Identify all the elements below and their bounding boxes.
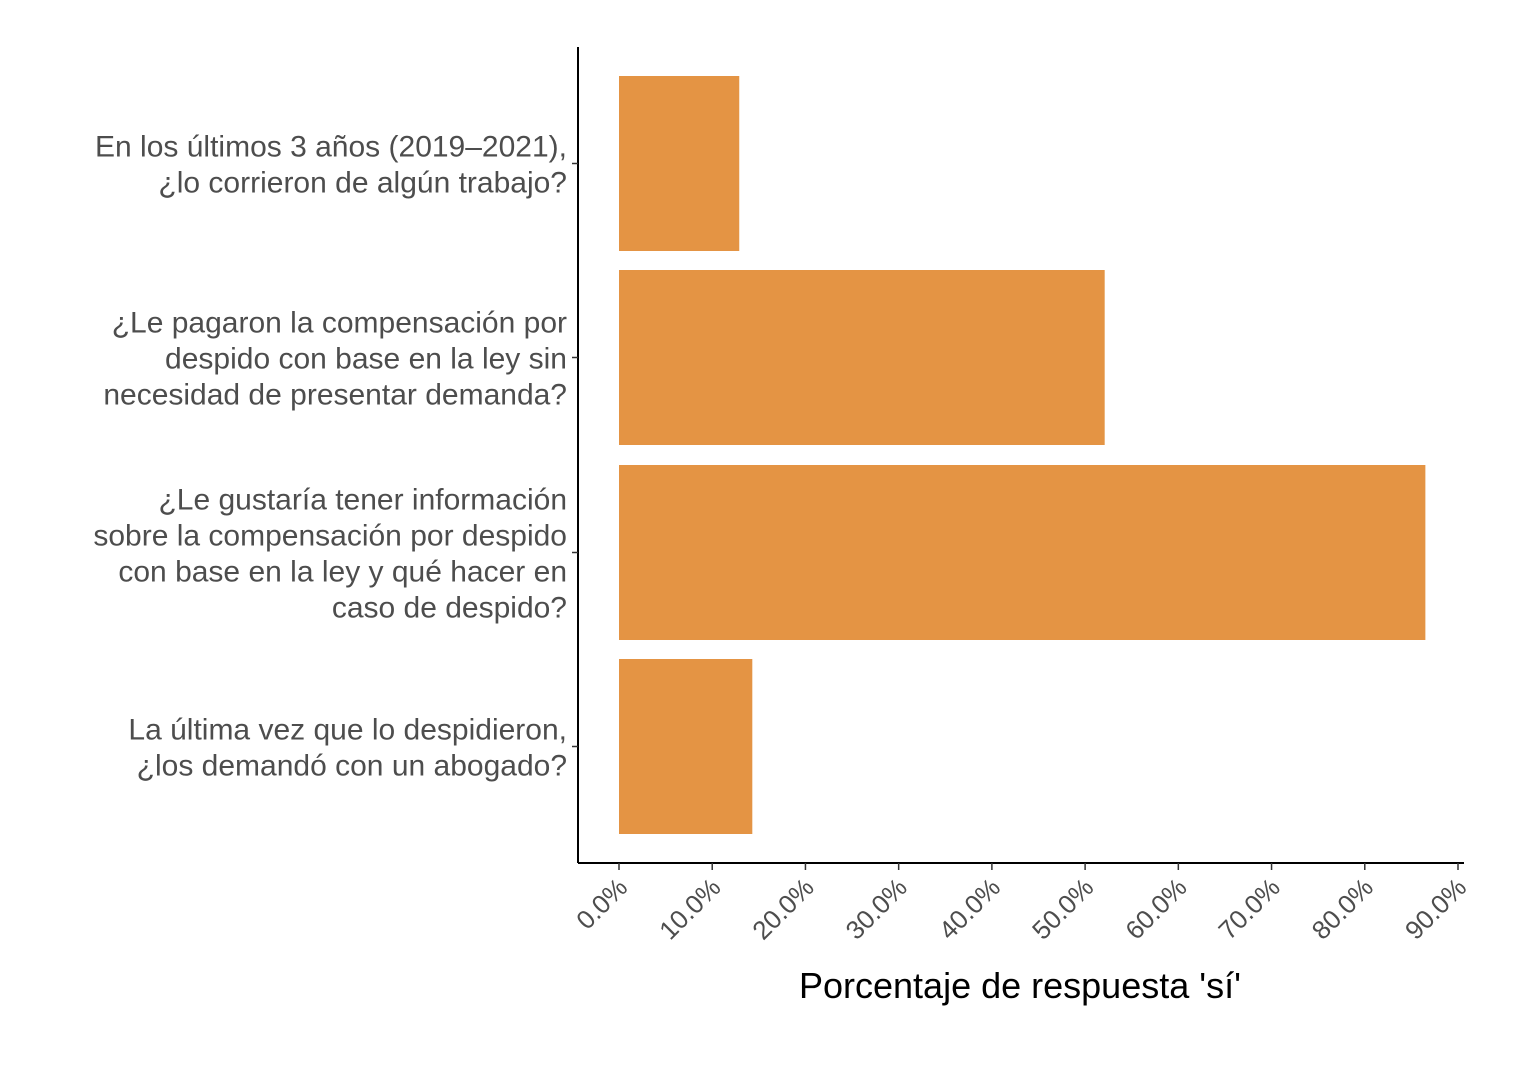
category-label-1: En los últimos 3 años (2019–2021), ¿lo co… bbox=[95, 131, 567, 200]
x-tick-label-8: 80.0% bbox=[1306, 872, 1379, 945]
x-tick-label-0: 0.0% bbox=[570, 872, 633, 935]
category-label-line: caso de despido? bbox=[332, 592, 567, 625]
category-label-line: ¿lo corrieron de algún trabajo? bbox=[158, 167, 567, 200]
bar-1 bbox=[619, 76, 740, 251]
x-tick-label-1: 10.0% bbox=[653, 872, 726, 945]
x-tick-label-3: 30.0% bbox=[840, 872, 913, 945]
category-label-3: ¿Le gustaría tener información sobre la c… bbox=[93, 484, 567, 625]
bar-3 bbox=[619, 465, 1426, 640]
category-label-line: ¿Le pagaron la compensación por bbox=[112, 307, 567, 340]
category-label-4: La última vez que lo despidieron, ¿los de… bbox=[128, 714, 567, 783]
category-label-line: sobre la compensación por despido bbox=[93, 520, 567, 553]
x-axis: 0.0% 10.0% 20.0% 30.0% 40.0% 50.0% 60.0% 70.0% 8… bbox=[570, 862, 1472, 945]
x-tick-label-6: 60.0% bbox=[1119, 872, 1192, 945]
x-tick-label-4: 40.0% bbox=[933, 872, 1006, 945]
category-label-2: ¿Le pagaron la compensación por despido c… bbox=[103, 307, 567, 412]
bars-group bbox=[619, 76, 1426, 834]
x-tick-label-9: 90.0% bbox=[1399, 872, 1472, 945]
category-label-line: necesidad de presentar demanda? bbox=[103, 379, 567, 412]
x-tick-label-7: 70.0% bbox=[1212, 872, 1285, 945]
category-label-line: La última vez que lo despidieron, bbox=[128, 714, 567, 747]
category-label-line: con base en la ley y qué hacer en bbox=[118, 556, 567, 589]
category-label-line: ¿los demandó con un abogado? bbox=[137, 750, 567, 783]
x-axis-title: Porcentaje de respuesta 'sí' bbox=[799, 965, 1241, 1006]
category-label-line: En los últimos 3 años (2019–2021), bbox=[95, 131, 567, 164]
bar-2 bbox=[619, 270, 1105, 445]
x-tick-label-5: 50.0% bbox=[1026, 872, 1099, 945]
category-label-line: despido con base en la ley sin bbox=[165, 343, 567, 376]
bar-4 bbox=[619, 659, 753, 834]
y-axis: En los últimos 3 años (2019–2021), ¿lo co… bbox=[93, 47, 579, 863]
x-tick-label-2: 20.0% bbox=[746, 872, 819, 945]
category-label-line: ¿Le gustaría tener información bbox=[158, 484, 567, 517]
